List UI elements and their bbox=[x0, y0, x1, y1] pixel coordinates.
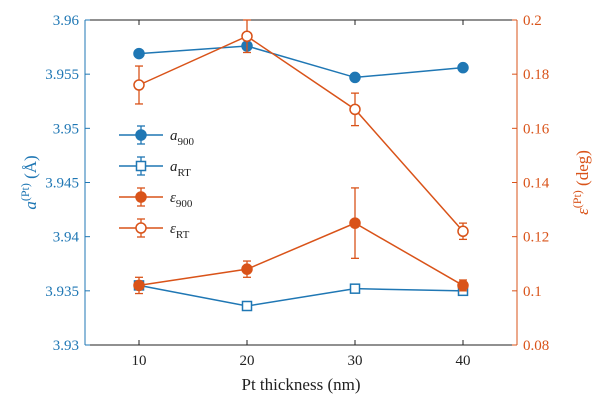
x-tick-label: 30 bbox=[348, 353, 363, 369]
right-tick-label: 0.2 bbox=[523, 13, 542, 29]
legend-marker bbox=[135, 160, 147, 172]
axes: 3.93 3.935 3.94 3.945 3.95 3.955 3.96 0.08 0.1 0.… bbox=[18, 13, 592, 394]
legend: a900 aRT ε900 εRT bbox=[119, 125, 195, 241]
x-tick-label: 20 bbox=[240, 353, 255, 369]
data-point bbox=[349, 217, 361, 229]
data-point bbox=[457, 61, 469, 74]
series-1 bbox=[133, 280, 469, 312]
legend-marker bbox=[135, 191, 147, 203]
series-line bbox=[138, 284, 464, 307]
data-point bbox=[241, 30, 253, 42]
legend-label: ε900 bbox=[170, 190, 193, 210]
data-point bbox=[133, 47, 145, 60]
left-tick-label: 3.935 bbox=[45, 284, 79, 300]
legend-item: aRT bbox=[119, 156, 191, 179]
data-point bbox=[133, 279, 145, 292]
legend-item: a900 bbox=[119, 125, 195, 148]
x-tick-label: 40 bbox=[456, 353, 471, 369]
legend-marker bbox=[135, 129, 147, 141]
left-tick-label: 3.96 bbox=[53, 13, 80, 29]
left-tick-label: 3.945 bbox=[45, 176, 79, 192]
x-tick-label: 10 bbox=[132, 353, 147, 369]
right-tick-label: 0.12 bbox=[523, 230, 549, 246]
series-layer bbox=[133, 19, 469, 312]
right-tick-label: 0.16 bbox=[523, 121, 550, 137]
left-tick-label: 3.955 bbox=[45, 67, 79, 83]
series-0 bbox=[133, 40, 469, 84]
legend-item: εRT bbox=[119, 218, 190, 241]
x-axis-title: Pt thickness (nm) bbox=[242, 375, 361, 394]
series-line bbox=[138, 35, 464, 232]
left-tick-label: 3.93 bbox=[53, 338, 79, 354]
data-point bbox=[349, 283, 361, 294]
legend-item: ε900 bbox=[119, 187, 193, 210]
data-point bbox=[349, 71, 361, 84]
series-line bbox=[138, 45, 464, 79]
data-point bbox=[349, 103, 361, 116]
legend-label: a900 bbox=[170, 128, 195, 148]
data-point bbox=[457, 279, 469, 292]
right-tick-label: 0.08 bbox=[523, 338, 549, 354]
left-axis-title: a(Pt) (Å) bbox=[18, 155, 40, 209]
legend-marker bbox=[135, 222, 147, 234]
series-2 bbox=[133, 187, 469, 295]
right-tick-label: 0.1 bbox=[523, 284, 542, 300]
right-tick-label: 0.18 bbox=[523, 67, 549, 83]
left-tick-label: 3.94 bbox=[53, 230, 80, 246]
right-axis-title: ε(Pt) (deg) bbox=[570, 150, 592, 215]
data-point bbox=[133, 79, 145, 91]
right-tick-label: 0.14 bbox=[523, 176, 550, 192]
series-3 bbox=[133, 19, 469, 241]
legend-label: εRT bbox=[170, 221, 190, 241]
legend-label: aRT bbox=[170, 159, 191, 179]
data-point bbox=[457, 225, 469, 237]
series-line bbox=[138, 222, 464, 287]
left-tick-label: 3.95 bbox=[53, 121, 79, 137]
data-point bbox=[241, 300, 253, 312]
data-point bbox=[241, 263, 253, 275]
